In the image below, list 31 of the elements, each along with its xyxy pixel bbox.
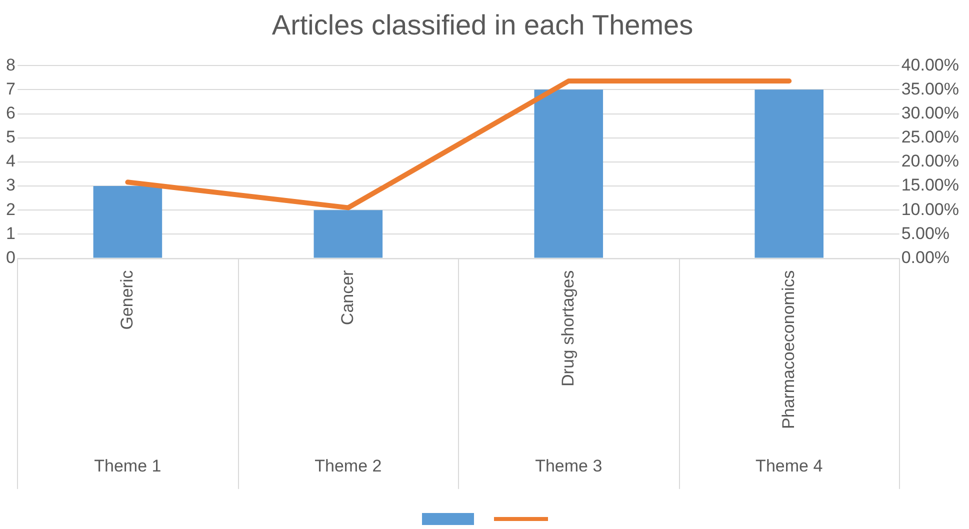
bar <box>93 186 162 258</box>
y2-tick-label: 25.00% <box>901 128 960 147</box>
y-tick-label: 1 <box>6 224 16 243</box>
y2-tick-label: 20.00% <box>901 152 960 171</box>
y-tick-label: 7 <box>6 79 16 98</box>
y2-tick-label: 10.00% <box>901 200 960 219</box>
y2-tick-label: 0.00% <box>901 248 950 267</box>
text: Theme 4 <box>756 456 823 476</box>
text: Theme 2 <box>314 456 382 476</box>
chart-title: Articles classified in each Themes <box>272 10 694 41</box>
y2-tick-label: 35.00% <box>901 79 960 98</box>
y-tick-label: 0 <box>6 248 16 267</box>
bar <box>754 90 824 258</box>
y2-tick-label: 15.00% <box>901 176 960 195</box>
bar <box>314 210 383 258</box>
x-tick-label: Pharmacoeconomics <box>778 270 798 430</box>
y-tick-label: 5 <box>6 128 16 147</box>
y2-tick-label: 5.00% <box>901 224 950 243</box>
y-tick-label: 4 <box>6 152 16 171</box>
bar <box>534 90 604 258</box>
y-tick-label: 2 <box>6 200 16 219</box>
text: Theme 3 <box>535 456 602 476</box>
x-tick-label: Generic <box>117 270 136 330</box>
y2-tick-label: 40.00% <box>901 55 960 74</box>
x-tick-label: Cancer <box>338 270 357 326</box>
y-tick-label: 3 <box>6 176 16 195</box>
x-tick-label: Drug shortages <box>558 270 578 386</box>
text: Theme 1 <box>94 456 162 476</box>
y-tick-label: 6 <box>6 103 16 122</box>
y2-tick-label: 30.00% <box>901 103 960 122</box>
y-tick-label: 8 <box>6 55 16 74</box>
